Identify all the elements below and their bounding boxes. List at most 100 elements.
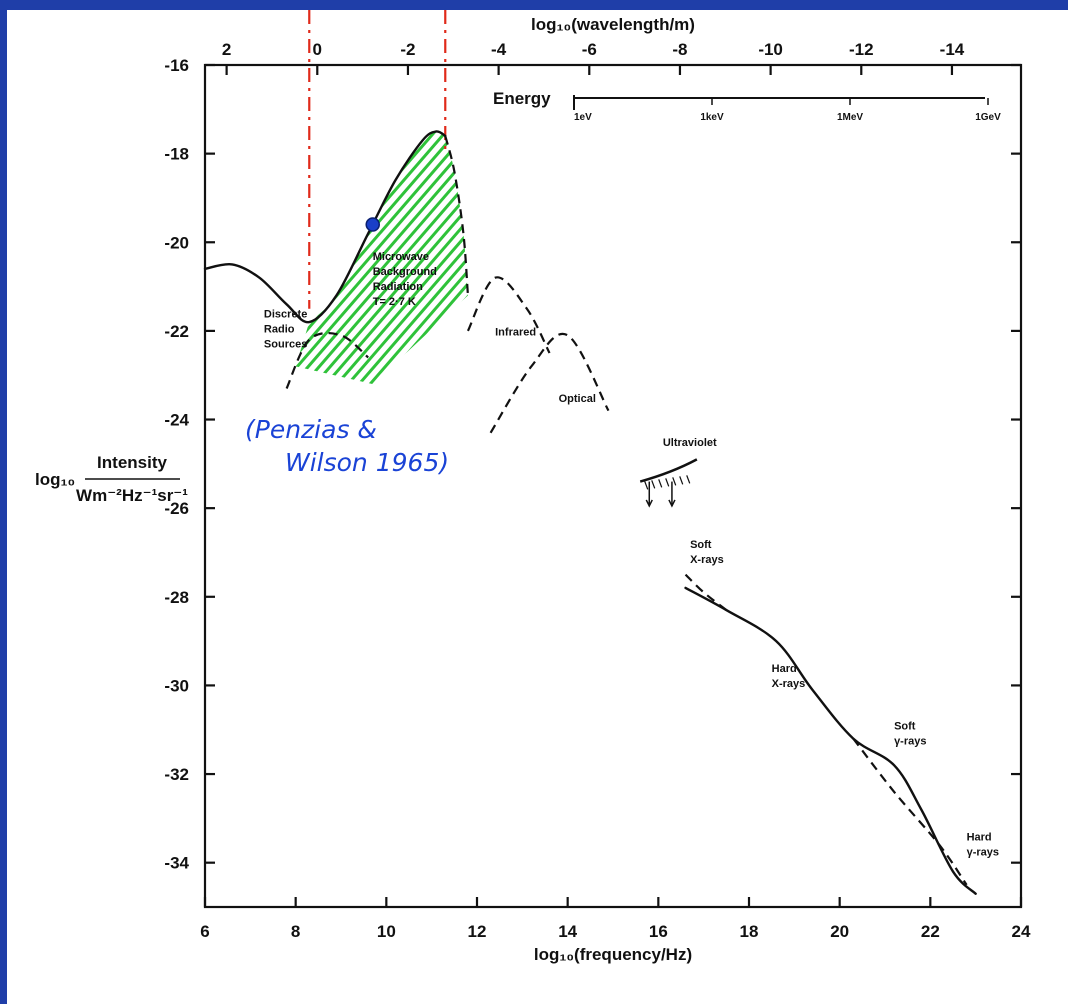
hatch-line: [7, 97, 223, 397]
hatch-line: [295, 131, 468, 385]
hatch-line: [7, 97, 168, 397]
hatch-line: [480, 97, 740, 397]
uv-limit-hatch: [672, 477, 677, 486]
hatch-line: [689, 97, 949, 397]
hatch-line: [401, 131, 468, 385]
series-optical: [489, 332, 610, 434]
y-tick-label: -22: [164, 322, 189, 341]
hatch-line: [295, 131, 378, 385]
top-tick-label: -2: [400, 40, 415, 59]
hatch-line: [7, 97, 91, 397]
annotation-radio: Discrete: [264, 309, 307, 321]
annotation-radio: Radio: [264, 324, 295, 336]
energy-tick-label: 1eV: [574, 112, 592, 123]
hatch-line: [744, 97, 1004, 397]
handwritten-note: (Penzias & Wilson 1965): [245, 415, 449, 477]
hatch-line: [711, 97, 971, 397]
hatch-line: [302, 131, 468, 385]
hatch-line: [854, 97, 1068, 397]
hatch-line: [766, 97, 1026, 397]
hatch-line: [7, 97, 80, 397]
x-tick-label: 8: [291, 922, 300, 941]
x-tick-label: 12: [468, 922, 487, 941]
hatch-line: [579, 97, 839, 397]
y-tick-label: -34: [164, 854, 189, 873]
series-discrete-radio-sources-dashed: [285, 331, 369, 389]
y-tick-label: -18: [164, 145, 189, 164]
hatch-line: [423, 131, 468, 385]
uv-limit-hatch: [679, 476, 684, 485]
energy-tick-label: 1GeV: [975, 112, 1001, 123]
hatch-line: [7, 97, 179, 397]
hatch-line: [7, 97, 157, 397]
x-tick-label: 22: [921, 922, 940, 941]
x-tick-label: 16: [649, 922, 668, 941]
hatch-line: [7, 97, 267, 397]
y-axis-title-prefix: log₁₀: [35, 470, 75, 489]
y-tick-label: -16: [164, 56, 189, 75]
hatch-line: [295, 131, 323, 385]
hatch-line: [346, 131, 468, 385]
hatch-line: [434, 131, 468, 385]
top-tick-label: 2: [222, 40, 231, 59]
y-axis-title-denominator: Wm⁻²Hz⁻¹sr⁻¹: [76, 486, 188, 505]
y-tick-label: -32: [164, 765, 189, 784]
hatch-line: [412, 131, 468, 385]
annotation-soft-x: Soft: [690, 539, 712, 551]
hatch-line: [788, 97, 1048, 397]
top-tick-label: -14: [940, 40, 965, 59]
hatch-line: [7, 97, 47, 397]
annotation-hard-x: Hard: [772, 663, 797, 675]
hatch-line: [821, 97, 1068, 397]
top-tick-label: 0: [313, 40, 322, 59]
hatch-line: [7, 97, 102, 397]
hatch-line: [645, 97, 905, 397]
hatch-line: [29, 97, 289, 397]
hatch-line: [295, 131, 422, 385]
hatch-line: [295, 131, 468, 385]
hatch-line: [445, 131, 468, 385]
x-tick-label: 6: [200, 922, 209, 941]
hatch-line: [7, 97, 190, 397]
hatch-line: [357, 131, 468, 385]
hatch-line: [295, 131, 356, 385]
y-tick-label: -24: [164, 411, 189, 430]
annotation-hard-gamma: γ-rays: [967, 847, 999, 859]
uv-limit-curve: [639, 458, 698, 483]
x-tick-label: 20: [830, 922, 849, 941]
annotation-soft-x: X-rays: [690, 554, 724, 566]
energy-tick-label: 1MeV: [837, 112, 863, 123]
hatch-line: [7, 97, 234, 397]
hatch-line: [722, 97, 982, 397]
hatch-line: [7, 97, 135, 397]
uv-limit-hatch: [665, 478, 670, 487]
series-microwave-background-tail: [444, 135, 470, 296]
hatch-line: [491, 97, 751, 397]
hatch-line: [295, 131, 444, 385]
uv-upper-limits: [639, 458, 698, 508]
hatch-line: [368, 131, 468, 385]
uv-limit-arrowhead: [668, 499, 676, 508]
hatch-line: [295, 131, 468, 385]
top-tick-label: -12: [849, 40, 874, 59]
hatch-line: [295, 131, 367, 385]
hatch-line: [623, 97, 883, 397]
hatch-line: [777, 97, 1037, 397]
hatch-line: [601, 97, 861, 397]
x-axis-title: log₁₀(frequency/Hz): [534, 945, 692, 964]
top-tick-label: -4: [491, 40, 507, 59]
annotation-cmb: Background: [373, 266, 437, 278]
series-discrete-radio-sources-microwave: [203, 130, 447, 324]
y-axis-title-numerator: Intensity: [97, 453, 167, 472]
hatch-line: [799, 97, 1059, 397]
hatch-line: [612, 97, 872, 397]
hatch-line: [390, 131, 468, 385]
hatch-line: [295, 131, 468, 385]
reference-lines: [308, 10, 447, 309]
annotation-radio: Sources: [264, 339, 307, 351]
hatch-line: [7, 97, 256, 397]
hatch-line: [876, 97, 1068, 397]
hatch-line: [313, 131, 468, 385]
hatch-line: [843, 97, 1068, 397]
top-tick-label: -6: [582, 40, 597, 59]
